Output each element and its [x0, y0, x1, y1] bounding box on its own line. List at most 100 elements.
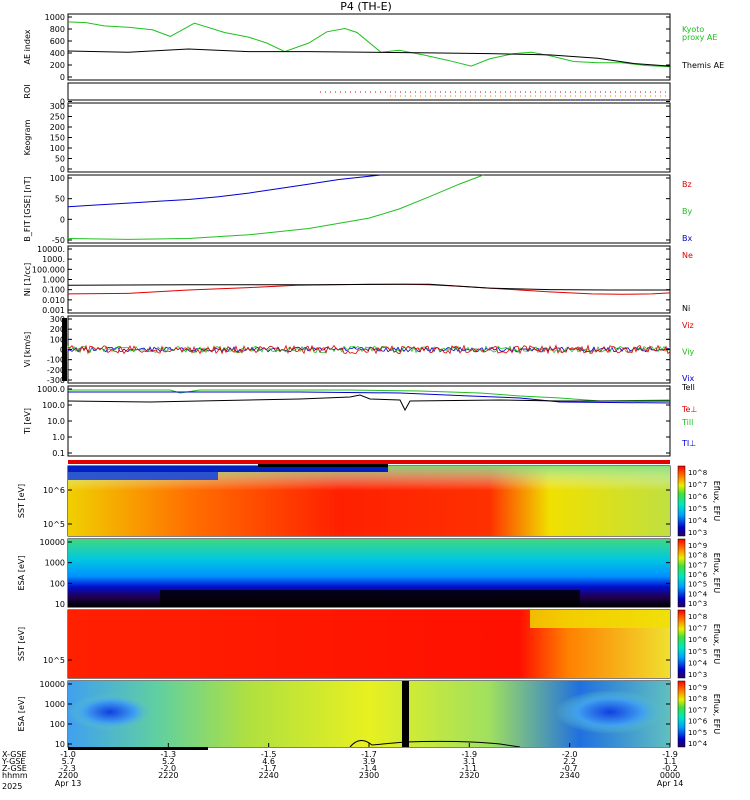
xtick-label-z: -1.4 [361, 764, 377, 773]
panel-frame-roi [67, 82, 671, 101]
xtick-label-y: 1.1 [664, 757, 677, 766]
ytick-label: 200 [50, 61, 65, 70]
colorbar-tick: 10^6 [688, 718, 708, 726]
xtick-label-z: -0.2 [662, 764, 678, 773]
ytick-label: 100 [50, 335, 65, 344]
xtick-label-hhmm: 2240 [258, 771, 278, 780]
ytick-label: 300 [50, 315, 65, 324]
ytick-label: 200 [50, 325, 65, 334]
ytick-label: -300 [47, 376, 65, 385]
xtick-label-z: -1.1 [462, 764, 478, 773]
series-label: Bx [682, 234, 692, 243]
colorbar-tick: 10^5 [688, 729, 707, 737]
ytick-label: 0 [60, 346, 65, 355]
colorbar-tick: 10^5 [688, 648, 707, 656]
xtick-label-y: 4.6 [262, 757, 275, 766]
colorbar-tick: 10^8 [688, 552, 707, 560]
ytick-label: 100 [50, 579, 65, 588]
ytick-label: 100 [50, 144, 65, 153]
colorbar-esa_e [677, 538, 686, 608]
series-label: Kyoto [682, 25, 704, 34]
series-line-kyoto-proxy-ae [67, 21, 671, 68]
colorbar-tick: 10^9 [688, 684, 707, 692]
ylabel-temperature: Ti [eV] [23, 408, 32, 435]
ytick-label: 800 [50, 25, 65, 34]
colorbar-tick: 10^5 [688, 581, 707, 589]
spectrogram-sst-electron [68, 610, 670, 678]
ytick-label: 10^5 [43, 520, 65, 529]
series-label: Ni [682, 304, 690, 313]
colorbar-label: Eflux, EFU [712, 694, 721, 735]
colorbar-tick: 10^7 [688, 625, 707, 633]
ytick-label: -200 [47, 366, 65, 375]
colorbar-tick: 10^3 [688, 529, 707, 537]
series-label: Ne [682, 251, 693, 260]
xtick-label-hhmm: 2220 [158, 771, 178, 780]
series-line-by [67, 174, 484, 240]
colorbar-label: Eflux, EFU [712, 553, 721, 594]
panel-frame-keogram [67, 102, 671, 173]
xtick-label-x: -1.0 [60, 750, 76, 759]
ylabel-ae: AE index [23, 29, 32, 64]
colorbar-tick: 10^6 [688, 493, 708, 501]
ylabel-density: Ni [1/cc] [23, 263, 32, 297]
velocity-trace [67, 344, 671, 355]
xaxis-bar [68, 747, 208, 750]
xtick-label-z: -0.7 [562, 764, 578, 773]
temperature-trace [68, 391, 671, 404]
ytick-label: 300 [50, 102, 65, 111]
ytick-label: 200 [50, 123, 65, 132]
ytick-label: 1000 [45, 559, 65, 568]
xtick-label-x: -1.7 [361, 750, 377, 759]
xtick-label-x: -1.5 [261, 750, 277, 759]
roi-dots [320, 91, 670, 101]
ytick-label: 10000 [40, 538, 65, 547]
xtick-label-y: 5.2 [162, 757, 175, 766]
ylabel-keogram: Keogram [23, 119, 32, 155]
ytick-label: 0.100 [42, 286, 65, 295]
mode-bar-fast [258, 464, 388, 467]
series-label: proxy AE [682, 33, 717, 42]
ytick-label: 1000.0 [37, 385, 65, 394]
xtick-label-date: Apr 14 [657, 779, 684, 788]
colorbar-tick: 10^7 [688, 561, 707, 569]
xtick-label-x: -1.3 [161, 750, 177, 759]
colorbar-tick: 10^8 [688, 613, 707, 621]
xtick-label-z: -2.0 [161, 764, 177, 773]
series-label: Tell [681, 383, 695, 392]
ylabel-velocity: Vi [km/s] [23, 332, 32, 368]
line-series [67, 21, 671, 295]
colorbar-esa_i [677, 680, 686, 748]
panel-frame-bfield [67, 174, 671, 244]
series-label: Themis AE [681, 61, 724, 70]
ylabel-sst_i: SST [eV] [17, 484, 26, 518]
colorbar-tick: 10^5 [688, 505, 707, 513]
axes: AE index10008006004002000ROI0Keogram3002… [17, 13, 670, 749]
ytick-label: 0.1 [52, 449, 65, 458]
ytick-label: 1.0 [52, 433, 65, 442]
series-label: By [682, 207, 692, 216]
xtick-label-y: 5.7 [62, 757, 75, 766]
ytick-label: 100.0 [42, 401, 65, 410]
xaxis-row-label: X-GSE [2, 750, 27, 759]
series-label: Te⊥ [681, 405, 697, 414]
colorbar-label: Eflux, EFU [712, 481, 721, 522]
ytick-label: 10^5 [43, 656, 65, 665]
series-label: Viz [682, 321, 694, 330]
xaxis-row-label: 2025 [2, 782, 22, 791]
ytick-label: 1000. [42, 255, 65, 264]
ytick-label: 50 [55, 195, 65, 204]
spectrogram-esa-electron [68, 539, 670, 607]
ylabel-sst_e: SST [eV] [17, 627, 26, 661]
ytick-label: -50 [52, 236, 65, 245]
xtick-label-hhmm: 0000 [660, 771, 680, 780]
ytick-label: 0.010 [42, 296, 65, 305]
series-line-bx [67, 174, 382, 208]
series-label: Viy [682, 348, 695, 357]
panel-frame-temperature [67, 385, 671, 457]
colorbar-tick: 10^3 [688, 671, 707, 679]
x-axis-ephemeris: X-GSEY-GSEZ-GSEhhmm2025-1.05.7-2.32200Ap… [1, 743, 683, 791]
xaxis-row-label: Z-GSE [2, 764, 27, 773]
